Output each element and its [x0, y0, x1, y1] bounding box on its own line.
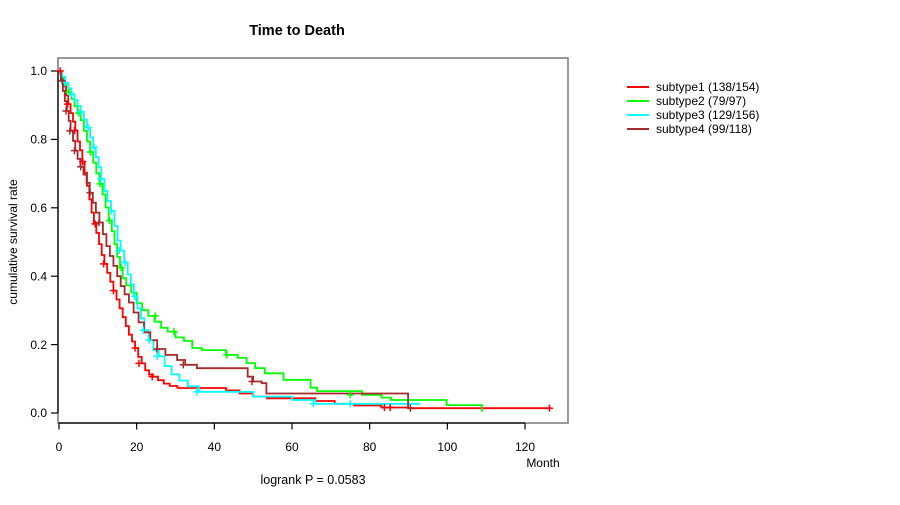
censor-marks-layer: [56, 67, 554, 412]
x-tick-label: 100: [437, 440, 457, 454]
logrank-annotation: logrank P = 0.0583: [260, 473, 365, 487]
censor-marks-subtype4: [58, 77, 415, 412]
x-tick-label: 80: [363, 440, 377, 454]
survival-curve-subtype3: [59, 70, 421, 405]
survival-curve-subtype2: [59, 70, 483, 412]
legend-label-subtype4: subtype4 (99/118): [656, 122, 752, 136]
y-tick-label: 0.6: [30, 201, 47, 215]
x-tick-label: 20: [130, 440, 144, 454]
legend: subtype1 (138/154)subtype2 (79/97)subtyp…: [627, 80, 759, 136]
y-tick-label: 1.0: [30, 64, 47, 78]
plot-area-border: [57, 57, 569, 424]
survival-curve-subtype4: [59, 70, 415, 410]
y-axis-label: cumulative survival rate: [6, 179, 20, 305]
y-tick-label: 0.8: [30, 133, 47, 147]
legend-label-subtype3: subtype3 (129/156): [656, 108, 759, 122]
chart-title: Time to Death: [249, 23, 345, 39]
axes: 0.0 0.2 0.4 0.6 0.8 1.0 0 20 40 60 80 100 120: [30, 64, 535, 454]
legend-label-subtype1: subtype1 (138/154): [656, 80, 759, 94]
x-tick-label: 60: [285, 440, 299, 454]
survival-curve-subtype1: [59, 70, 552, 410]
censor-marks-subtype3: [61, 79, 354, 408]
x-axis-label: Month: [526, 456, 559, 470]
y-tick-label: 0.2: [30, 338, 47, 352]
censor-marks-subtype1: [56, 67, 554, 412]
survival-curves: [59, 70, 552, 412]
x-tick-label: 0: [56, 440, 63, 454]
x-tick-label: 40: [208, 440, 222, 454]
y-tick-label: 0.0: [30, 406, 47, 420]
censor-marks-subtype2: [65, 88, 354, 399]
legend-label-subtype2: subtype2 (79/97): [656, 94, 746, 108]
x-tick-label: 120: [515, 440, 535, 454]
y-tick-label: 0.4: [30, 269, 47, 283]
